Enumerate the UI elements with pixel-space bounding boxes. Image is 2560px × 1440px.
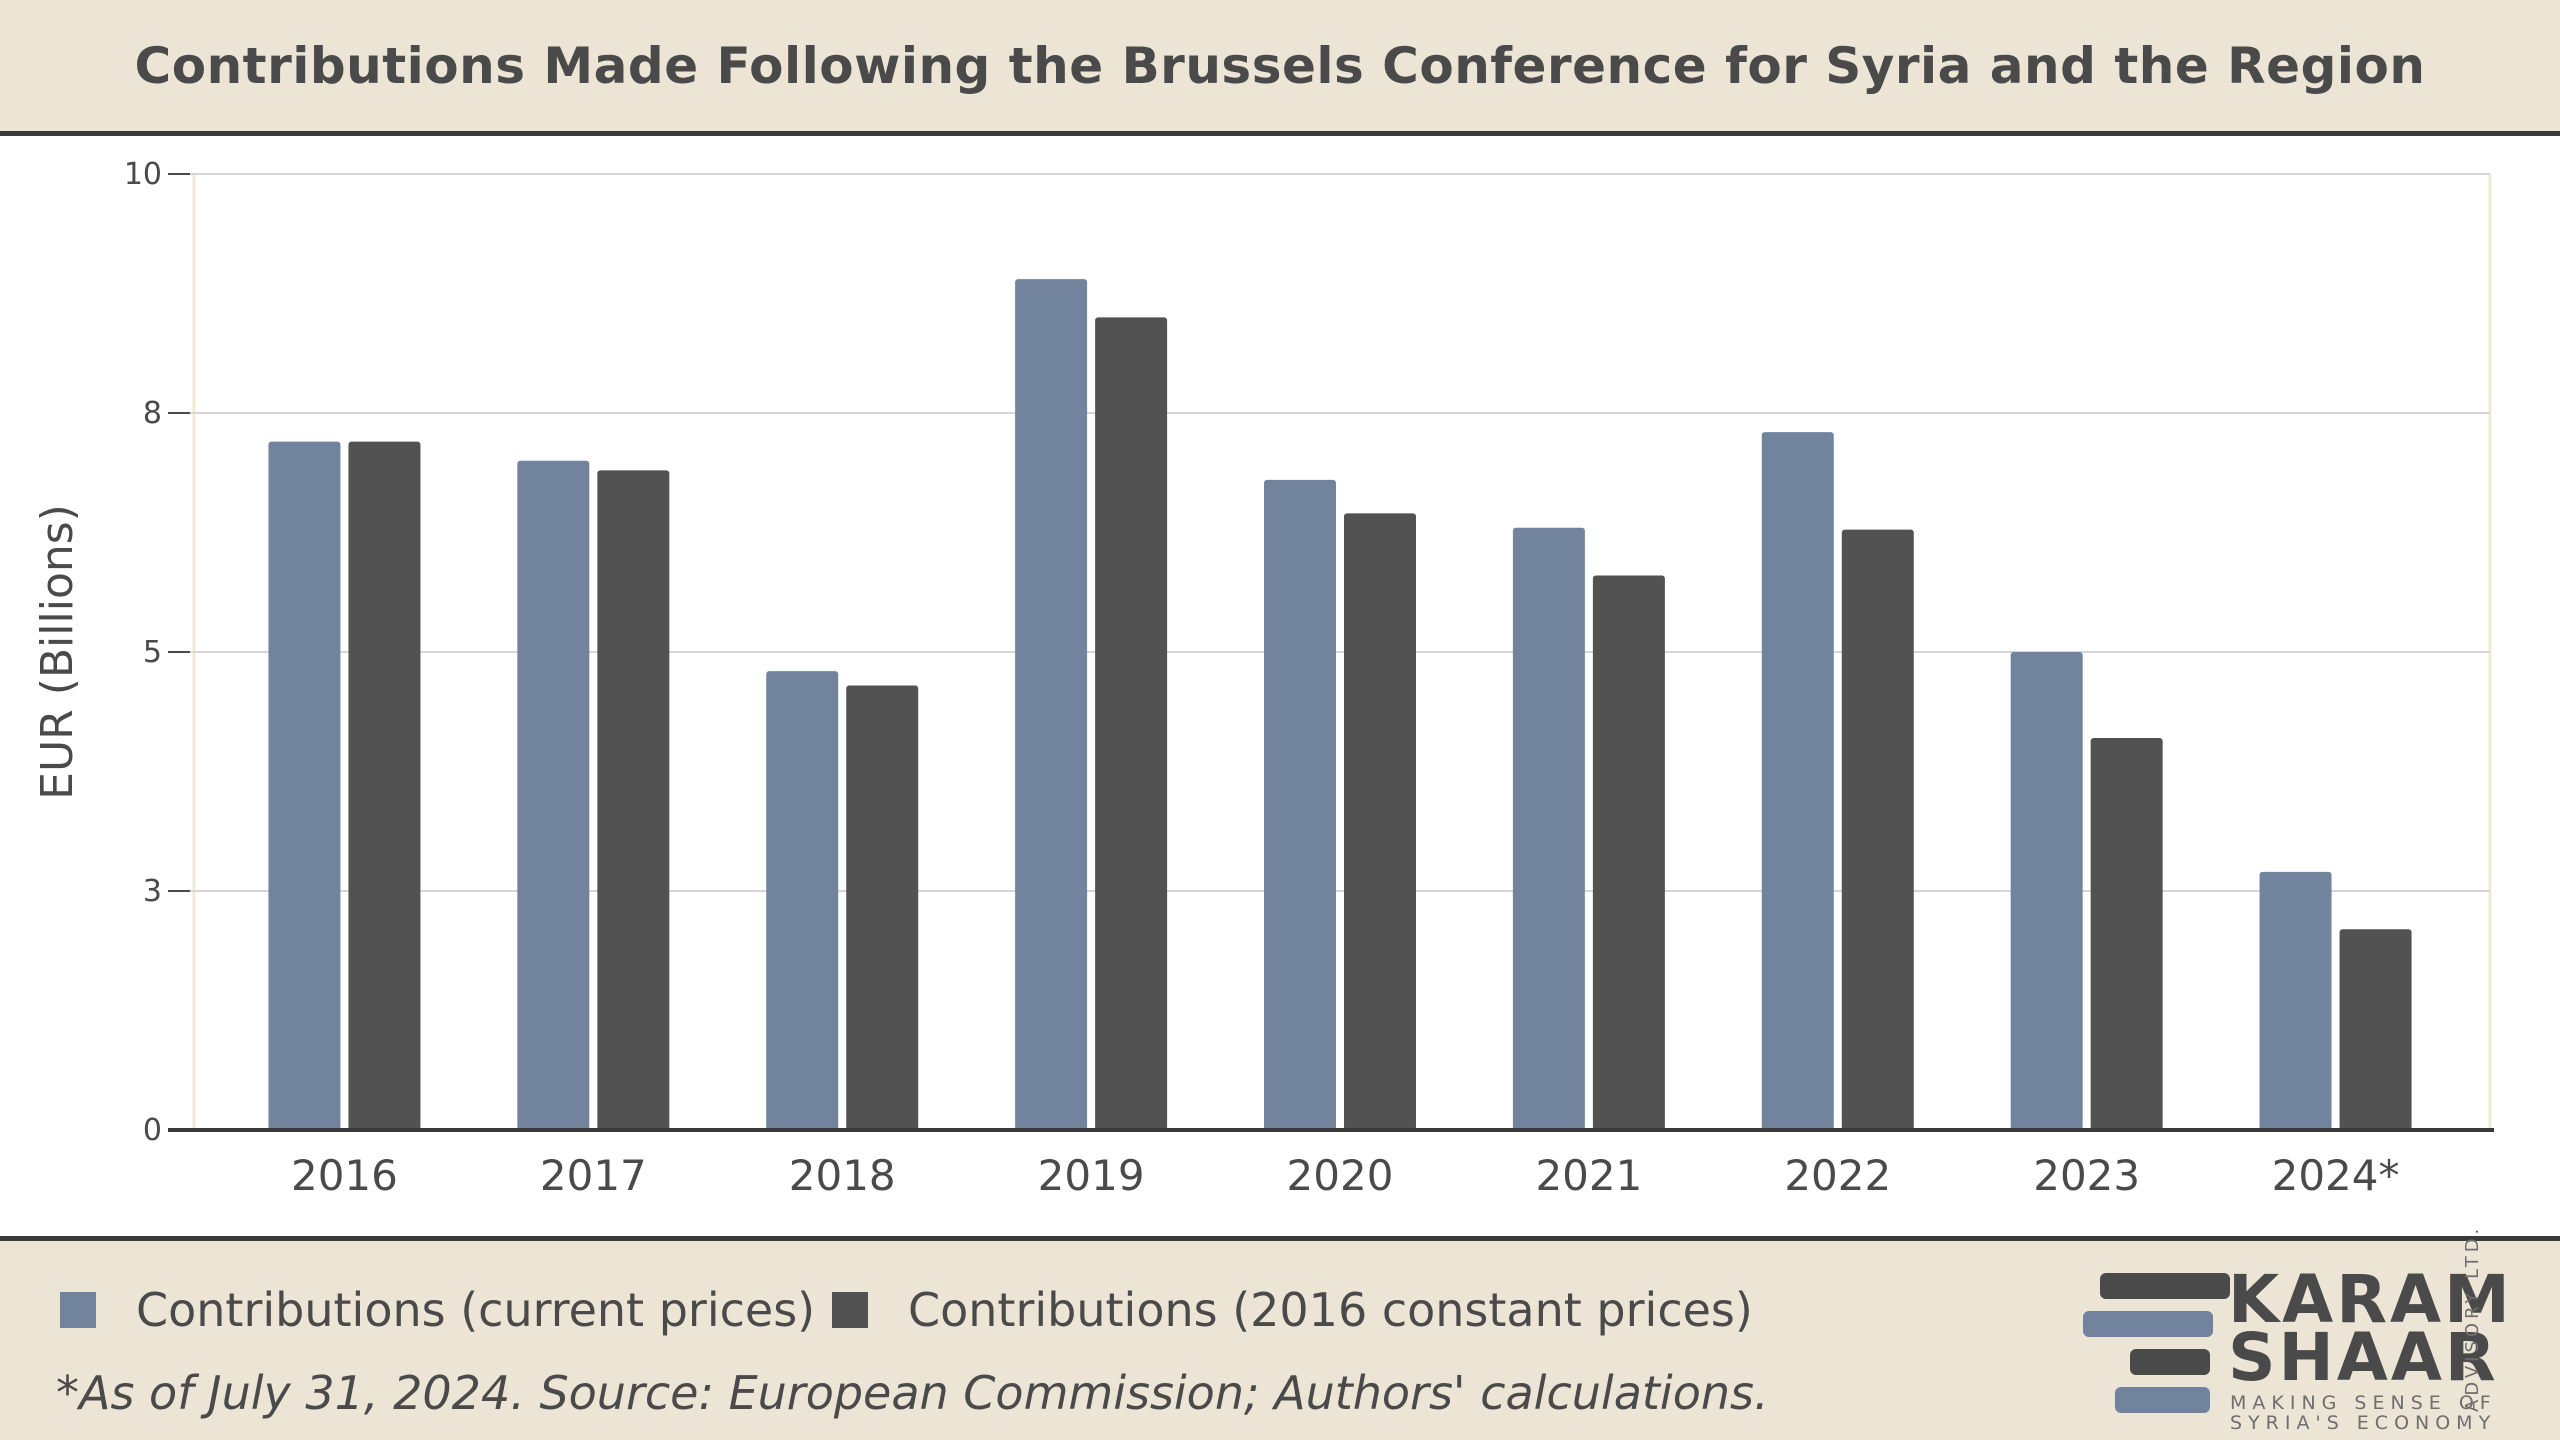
- logo-word-karam: KARAM: [2228, 1261, 2513, 1338]
- legend-item-constant: Contributions (2016 constant prices): [832, 1283, 1753, 1337]
- y-tick-label: 3: [143, 874, 162, 909]
- logo-bar-2: [2083, 1311, 2213, 1337]
- bar-constant-2020: [1344, 513, 1416, 1130]
- bar-current-2024*: [2259, 871, 2332, 1130]
- bar-current-2022: [1761, 432, 1834, 1130]
- logo-tagline-2: SYRIA'S ECONOMY: [2230, 1412, 2497, 1434]
- bar-constant-2021: [1592, 575, 1665, 1130]
- logo-bar-3: [2130, 1349, 2210, 1375]
- bar-constant-2023: [2090, 738, 2163, 1130]
- legend-swatch-constant: [832, 1292, 868, 1328]
- bar-current-2018: [766, 671, 839, 1130]
- x-tick-label: 2022: [1784, 1151, 1891, 1200]
- x-tick-label: 2020: [1287, 1151, 1394, 1200]
- y-tick-label: 5: [143, 635, 162, 670]
- logo: KARAM SHAAR MAKING SENSE OF SYRIA'S ECON…: [2080, 1263, 2510, 1434]
- legend-swatch-current: [60, 1292, 96, 1328]
- legend-item-current: Contributions (current prices): [60, 1283, 815, 1337]
- x-tick-label: 2019: [1038, 1151, 1145, 1200]
- bar-constant-2017: [597, 470, 670, 1130]
- bar-chart: 0 3 5 8 10 EUR (Billions) 2016 2017 2018 2019 2020…: [32, 157, 2494, 1200]
- footnote: *As of July 31, 2024. Source: European C…: [56, 1366, 1769, 1420]
- legend-label-current: Contributions (current prices): [136, 1283, 816, 1337]
- x-tick-label: 2021: [1535, 1151, 1642, 1200]
- x-tick-label: 2017: [540, 1151, 647, 1200]
- footer: Contributions (current prices) Contribut…: [0, 1236, 2560, 1440]
- legend-label-constant: Contributions (2016 constant prices): [908, 1283, 1753, 1337]
- bar-current-2016: [268, 441, 341, 1130]
- logo-vertical-text: ADVISORY LTD.: [2462, 1224, 2483, 1412]
- x-tick-label: 2018: [789, 1151, 896, 1200]
- y-tick-label: 8: [143, 396, 162, 431]
- bar-current-2023: [2010, 652, 2083, 1130]
- header: Contributions Made Following the Brussel…: [0, 0, 2560, 136]
- y-tick-label: 10: [124, 157, 162, 192]
- bar-constant-2016: [348, 441, 421, 1130]
- y-tick-label: 0: [143, 1113, 162, 1148]
- bar-constant-2019: [1095, 317, 1168, 1130]
- logo-bar-4: [2115, 1387, 2210, 1413]
- chart-title: Contributions Made Following the Brussel…: [134, 36, 2426, 95]
- bar-current-2019: [1015, 279, 1088, 1130]
- bar-constant-2018: [846, 685, 919, 1130]
- logo-bar-1: [2100, 1273, 2230, 1299]
- bar-current-2020: [1264, 479, 1336, 1130]
- bar-current-2021: [1512, 527, 1585, 1130]
- x-tick-label: 2016: [291, 1151, 398, 1200]
- x-tick-label: 2024*: [2272, 1151, 2400, 1200]
- plot-area: 0 3 5 8 10 EUR (Billions) 2016 2017 2018 2019 2020…: [0, 136, 2560, 1236]
- bar-constant-2024*: [2339, 929, 2412, 1130]
- y-axis-label: EUR (Billions): [32, 504, 83, 800]
- logo-tagline-1: MAKING SENSE OF: [2230, 1392, 2497, 1414]
- bar-constant-2022: [1841, 529, 1914, 1130]
- logo-word-shaar: SHAAR: [2228, 1319, 2499, 1396]
- bar-current-2017: [517, 460, 590, 1130]
- x-tick-label: 2023: [2033, 1151, 2140, 1200]
